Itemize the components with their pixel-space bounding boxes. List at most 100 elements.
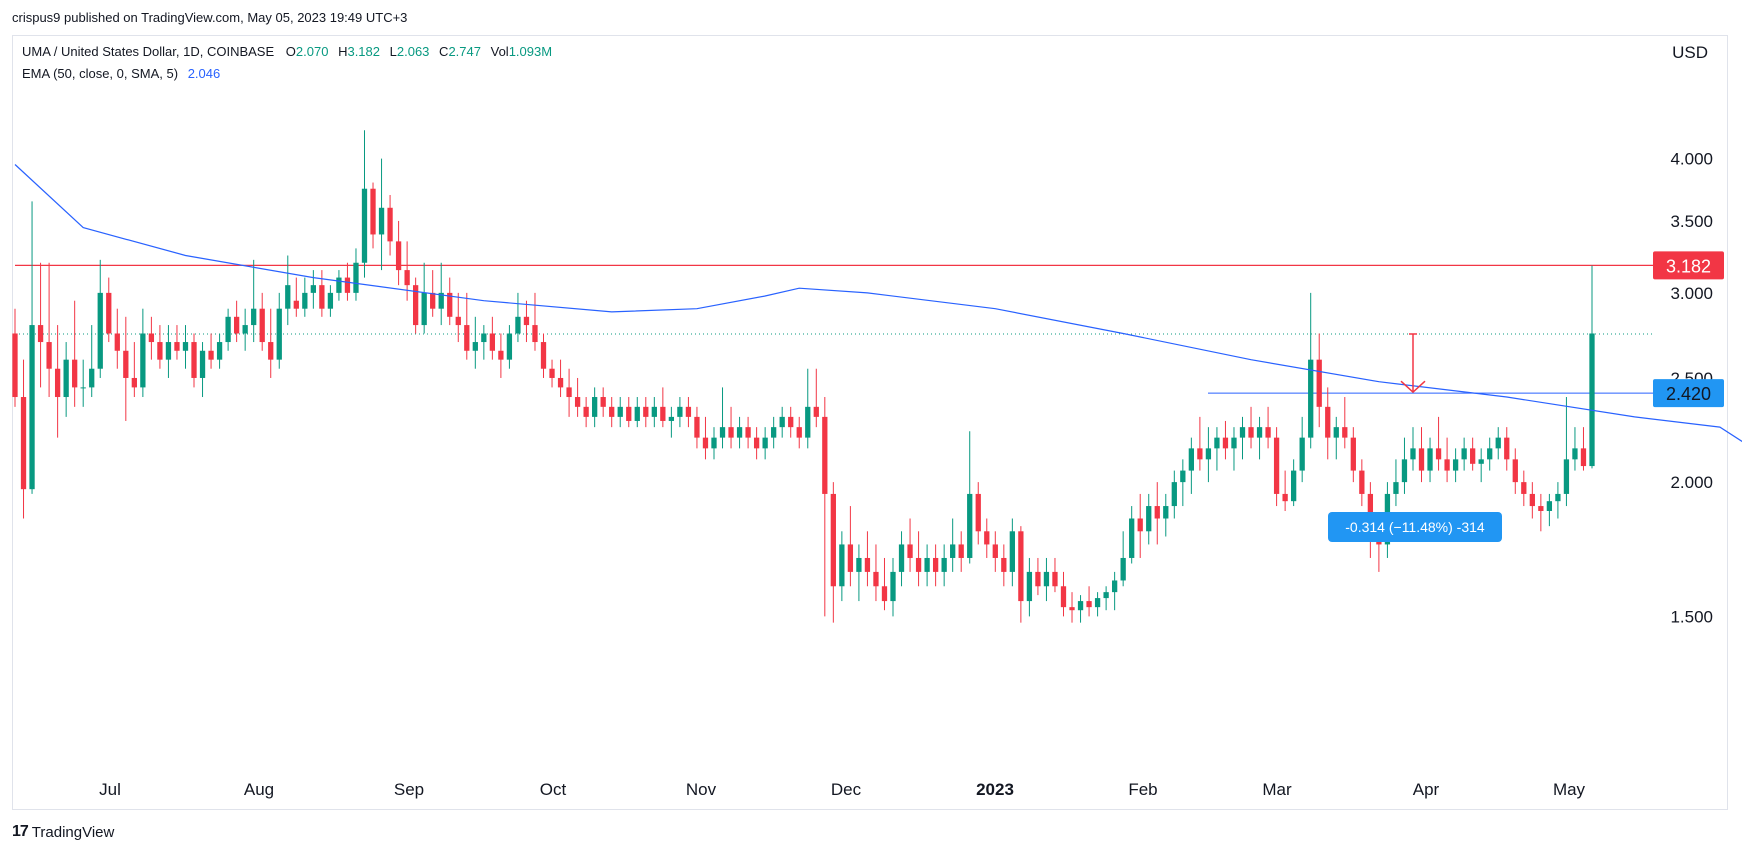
candle-body — [472, 342, 478, 351]
candle-body — [1060, 586, 1067, 608]
candle-body — [1452, 459, 1459, 471]
candle-body — [779, 416, 785, 428]
candle-body — [1401, 459, 1408, 483]
candle-body — [1129, 518, 1135, 558]
candle-body — [1239, 427, 1246, 438]
candle-body — [378, 207, 385, 235]
candle-body — [822, 416, 828, 494]
ema-label[interactable]: EMA (50, close, 0, SMA, 5) — [22, 66, 179, 81]
candle-body — [302, 292, 308, 309]
candle-body — [566, 387, 572, 398]
candle-body — [677, 406, 683, 417]
candle-body — [1342, 427, 1348, 438]
candle-body — [208, 350, 214, 360]
candle-body — [788, 416, 794, 428]
candle-body — [1333, 427, 1339, 438]
candle-body — [805, 406, 811, 438]
close-label: C — [439, 44, 449, 59]
candle-body — [549, 368, 555, 378]
candle-body — [1316, 359, 1322, 407]
candle-body — [1043, 571, 1050, 587]
candle-body — [924, 557, 930, 572]
candle-body — [1265, 427, 1271, 438]
x-tick-label: Sep — [394, 780, 424, 799]
candle-body — [131, 377, 137, 388]
candle-body — [216, 342, 223, 360]
candle-body — [174, 342, 180, 351]
candle-body — [1521, 482, 1527, 494]
candle-body — [114, 333, 120, 351]
x-tick-label: Jul — [99, 780, 121, 799]
candle-body — [958, 544, 964, 558]
candle-body — [1273, 437, 1280, 494]
candle-body — [447, 292, 453, 317]
candle-body — [711, 437, 717, 449]
candle-body — [1120, 557, 1126, 581]
candle-body — [1538, 506, 1544, 511]
candle-body — [830, 493, 836, 587]
candle-body — [46, 342, 52, 369]
candle-body — [489, 333, 496, 351]
candle-body — [915, 557, 922, 572]
candle-body — [1180, 470, 1186, 483]
candle-body — [506, 333, 513, 360]
candle-body — [950, 544, 956, 558]
candle-body — [856, 557, 862, 572]
candle-body — [1393, 482, 1399, 494]
candle-body — [651, 406, 657, 417]
y-tick-label: 4.000 — [1670, 150, 1713, 169]
low-label: L — [389, 44, 397, 59]
candle-body — [1086, 601, 1092, 608]
candle-body — [992, 544, 998, 558]
candle-body — [745, 427, 751, 438]
candle-body — [1555, 493, 1561, 502]
candle-body — [438, 292, 444, 309]
close-value: 2.747 — [448, 44, 481, 59]
candle-body — [1546, 501, 1553, 511]
candle-body — [932, 557, 939, 572]
candle-body — [165, 342, 172, 360]
candle-body — [1248, 427, 1254, 438]
x-tick-label: Aug — [244, 780, 274, 799]
symbol-name[interactable]: UMA / United States Dollar, 1D, COINBASE — [22, 44, 275, 59]
candle-body — [259, 308, 265, 343]
candle-body — [1094, 598, 1101, 608]
currency-label[interactable]: USD — [1672, 43, 1708, 62]
candle-body — [532, 325, 538, 343]
candle-body — [907, 544, 913, 558]
candle-body — [1009, 531, 1015, 572]
candle-body — [771, 427, 777, 438]
candle-body — [719, 427, 726, 438]
candle-body — [361, 188, 368, 263]
candle-body — [1146, 506, 1152, 532]
measure-arrowhead — [1400, 380, 1426, 394]
candle-body — [63, 359, 69, 398]
candle-body — [421, 292, 427, 326]
x-tick-label: Apr — [1413, 780, 1440, 799]
candle-body — [1205, 448, 1212, 460]
brand-name: TradingView — [31, 823, 115, 841]
volume-label: Vol — [490, 44, 509, 59]
candle-body — [1350, 437, 1356, 471]
candle-body — [1435, 448, 1442, 460]
ema-legend: EMA (50, close, 0, SMA, 5) 2.046 — [22, 66, 220, 81]
tradingview-brand[interactable]: 17 TradingView — [12, 823, 114, 841]
x-tick-label: Oct — [540, 780, 567, 799]
publish-note: crispus9 published on TradingView.com, M… — [12, 10, 408, 25]
candle-body — [796, 427, 802, 438]
candle-body — [395, 241, 402, 271]
x-tick-label: Mar — [1262, 780, 1292, 799]
candle-body — [1282, 493, 1288, 502]
resistance-price-label: 3.182 — [1666, 256, 1711, 276]
candle-body — [1461, 448, 1467, 460]
candle-body — [1069, 607, 1075, 611]
candle-body — [242, 325, 248, 334]
candle-body — [72, 359, 78, 388]
candle-body — [1444, 459, 1450, 471]
y-tick-label: 3.000 — [1670, 284, 1713, 303]
candle-body — [1188, 448, 1194, 471]
candle-body — [898, 544, 905, 572]
candle-body — [140, 333, 146, 388]
candle-body — [1231, 437, 1237, 449]
